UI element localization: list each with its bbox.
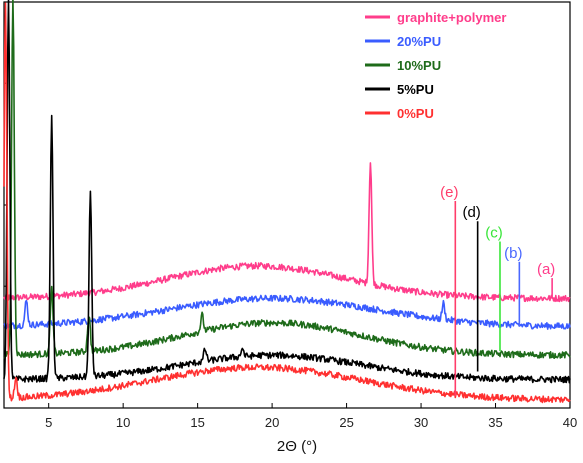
- series-line-3: [3, 0, 571, 384]
- series-line-2: [3, 0, 571, 360]
- x-tick-label-5: 30: [414, 415, 428, 430]
- legend-label-1: 20%PU: [397, 34, 441, 49]
- x-axis-label: 2Θ (°): [277, 438, 317, 455]
- annotation-label-1: (d): [462, 204, 480, 221]
- legend: graphite+polymer 20%PU 10%PU 5%PU 0%PU: [365, 10, 506, 121]
- legend-label-3: 5%PU: [397, 82, 434, 97]
- x-tick-label-2: 15: [190, 415, 204, 430]
- annotation-label-2: (c): [485, 225, 503, 242]
- annotation-label-3: (b): [504, 245, 522, 262]
- x-tick-label-6: 35: [488, 415, 502, 430]
- legend-label-0: graphite+polymer: [397, 10, 506, 25]
- annotation-label-0: (e): [440, 184, 458, 201]
- x-tick-label-4: 25: [339, 415, 353, 430]
- annotation-layer: (e)(d) (c)(b) (a): [440, 184, 555, 396]
- series-layer: [3, 0, 571, 404]
- x-tick-label-1: 10: [116, 415, 130, 430]
- plot-border: [3, 1, 571, 409]
- x-axis-ticks: 5 10 15 20 25 30 35 40: [45, 403, 577, 430]
- plot-frame: [3, 1, 571, 409]
- x-tick-label-3: 20: [265, 415, 279, 430]
- series-line-1: [3, 294, 571, 330]
- legend-label-4: 0%PU: [397, 106, 434, 121]
- series-line-0: [3, 162, 571, 303]
- x-tick-label-0: 5: [45, 415, 52, 430]
- annotation-label-4: (a): [537, 261, 555, 278]
- legend-label-2: 10%PU: [397, 58, 441, 73]
- x-tick-label-7: 40: [563, 415, 577, 430]
- series-line-4: [3, 2, 571, 404]
